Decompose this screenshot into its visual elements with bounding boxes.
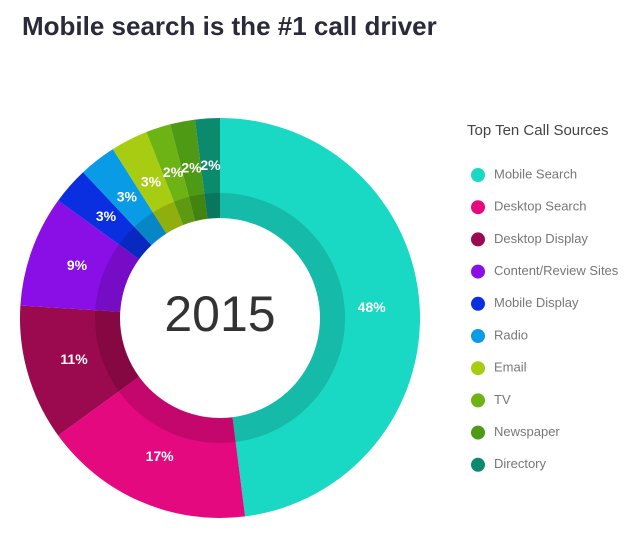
legend-marker xyxy=(471,457,485,472)
donut-segment xyxy=(146,124,196,226)
legend-title: Top Ten Call Sources xyxy=(467,122,608,139)
data-label: 11% xyxy=(60,351,88,367)
legend-label: Directory xyxy=(494,456,547,471)
legend-marker xyxy=(471,232,485,247)
donut-segment xyxy=(194,118,220,219)
legend-label: Radio xyxy=(494,327,528,342)
data-label: 17% xyxy=(146,448,175,464)
data-label: 3% xyxy=(117,189,138,205)
legend-label: Desktop Search xyxy=(494,199,587,214)
donut-segment xyxy=(20,305,140,436)
inner-shade xyxy=(95,193,345,443)
data-label: 3% xyxy=(96,208,117,224)
data-label: 9% xyxy=(67,257,88,273)
legend-label: Mobile Search xyxy=(494,166,577,181)
legend-label: Newspaper xyxy=(494,424,560,439)
legend-marker xyxy=(471,329,485,343)
data-label: 2% xyxy=(181,159,202,175)
legend-marker xyxy=(471,425,485,440)
data-label: 2% xyxy=(200,157,221,173)
legend-marker xyxy=(471,200,485,215)
donut-segment xyxy=(112,132,184,234)
legend-label: Mobile Display xyxy=(494,295,579,310)
data-label: 2% xyxy=(163,164,184,180)
donut-segment xyxy=(20,200,140,312)
legend-marker xyxy=(471,264,485,279)
legend-label: Email xyxy=(494,360,527,375)
donut-segment xyxy=(220,118,420,517)
donut-segment xyxy=(83,149,167,246)
legend-marker xyxy=(471,361,485,376)
legend-marker xyxy=(471,393,485,408)
chart-title: Mobile search is the #1 call driver xyxy=(22,11,437,41)
center-label: 2015 xyxy=(164,286,275,342)
legend-label: TV xyxy=(494,392,511,407)
data-label: 3% xyxy=(141,173,162,189)
data-label: 48% xyxy=(358,299,387,315)
legend-label: Desktop Display xyxy=(494,231,588,246)
legend-label: Content/Review Sites xyxy=(494,263,619,278)
legend-marker xyxy=(471,296,485,311)
donut-segment xyxy=(58,376,246,518)
donut-segment xyxy=(58,172,152,260)
donut-segment xyxy=(170,119,208,222)
legend-marker xyxy=(471,168,485,182)
